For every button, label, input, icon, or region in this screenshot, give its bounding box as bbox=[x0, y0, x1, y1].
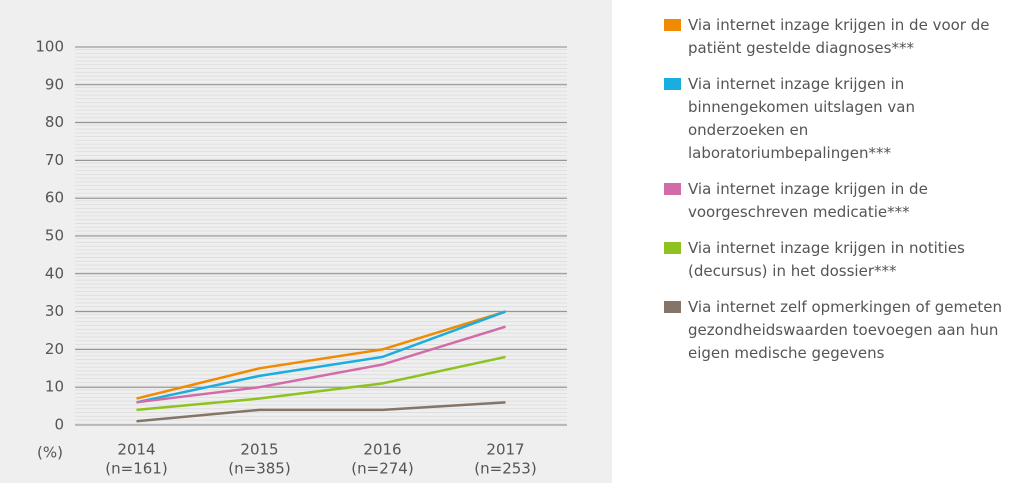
series-line bbox=[136, 310, 506, 404]
y-tick-label: 60 bbox=[45, 189, 64, 207]
x-tick-sublabel: (n=274) bbox=[351, 460, 413, 478]
y-axis-label: (%) bbox=[37, 444, 63, 462]
y-tick-label: 20 bbox=[45, 340, 64, 358]
series-line bbox=[136, 401, 506, 423]
legend-swatch bbox=[664, 78, 681, 90]
y-tick-label: 90 bbox=[45, 75, 64, 93]
x-tick-label: 2014 bbox=[117, 441, 155, 459]
legend-swatch bbox=[664, 183, 681, 195]
y-tick-label: 40 bbox=[45, 264, 64, 282]
legend-label: Via internet inzage krijgen in de voor d… bbox=[688, 16, 990, 57]
series-line bbox=[136, 310, 506, 400]
x-tick-sublabel: (n=385) bbox=[228, 460, 290, 478]
legend-swatch bbox=[664, 19, 681, 31]
legend-label: Via internet inzage krijgen in de voorge… bbox=[688, 180, 928, 221]
x-tick-label: 2016 bbox=[363, 441, 401, 459]
series-line bbox=[136, 355, 506, 412]
legend-label: Via internet inzage krijgen in binnengek… bbox=[688, 75, 915, 162]
y-tick-label: 80 bbox=[45, 113, 64, 131]
x-tick-label: 2017 bbox=[486, 441, 524, 459]
legend-item: Via internet zelf opmerkingen of gemeten… bbox=[664, 296, 1006, 365]
legend-swatch bbox=[664, 242, 681, 254]
y-tick-label: 10 bbox=[45, 378, 64, 396]
legend-item: Via internet inzage krijgen in binnengek… bbox=[664, 73, 1006, 165]
legend-label: Via internet zelf opmerkingen of gemeten… bbox=[688, 298, 1002, 362]
legend-item: Via internet inzage krijgen in notities … bbox=[664, 237, 1006, 283]
legend-item: Via internet inzage krijgen in de voor d… bbox=[664, 14, 1006, 60]
x-tick-label: 2015 bbox=[240, 441, 278, 459]
y-tick-label: 0 bbox=[54, 416, 64, 434]
y-tick-label: 70 bbox=[45, 151, 64, 169]
series-line bbox=[136, 325, 506, 404]
chart: (%) 0 10 20 30 40 50 60 70 80 90 100 2014(n=161) 201… bbox=[0, 0, 612, 483]
legend: Via internet inzage krijgen in de voor d… bbox=[664, 14, 1006, 378]
x-tick-sublabel: (n=253) bbox=[474, 460, 536, 478]
y-tick-label: 50 bbox=[45, 227, 64, 245]
legend-label: Via internet inzage krijgen in notities … bbox=[688, 239, 965, 280]
y-tick-label: 30 bbox=[45, 302, 64, 320]
legend-item: Via internet inzage krijgen in de voorge… bbox=[664, 178, 1006, 224]
y-tick-label: 100 bbox=[35, 38, 64, 56]
legend-swatch bbox=[664, 301, 681, 313]
x-tick-sublabel: (n=161) bbox=[105, 460, 167, 478]
